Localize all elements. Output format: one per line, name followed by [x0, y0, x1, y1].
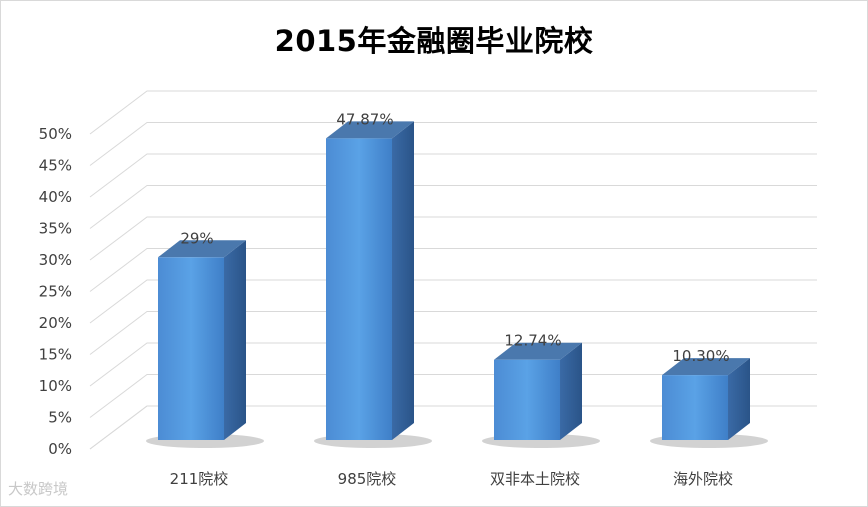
- gridline: [89, 248, 817, 292]
- gridline: [89, 216, 817, 261]
- bar-top-face: [326, 121, 414, 139]
- bar-top-face: [494, 342, 582, 360]
- axis-labels: 0% 5% 10% 15% 20% 25% 30% 35% 40% 45% 50% 211院校 985院…: [39, 125, 733, 488]
- x-category-label: 双非本土院校: [490, 470, 580, 488]
- gridline: [89, 185, 817, 229]
- y-tick-label: 5%: [48, 409, 72, 427]
- bar-top-face: [662, 358, 750, 376]
- chart-title: 2015年金融圈毕业院校: [274, 24, 594, 58]
- y-tick-label: 0%: [48, 440, 72, 458]
- floor-edge: [89, 405, 148, 450]
- y-tick-label: 40%: [39, 188, 72, 206]
- data-label: 29%: [180, 229, 213, 247]
- bar-side-face: [392, 121, 414, 440]
- gridline: [89, 311, 817, 355]
- data-label: 12.74%: [504, 332, 561, 350]
- gridlines: [89, 90, 817, 450]
- x-category-label: 海外院校: [673, 470, 733, 488]
- bar-top-face: [158, 240, 246, 258]
- y-tick-label: 15%: [39, 346, 72, 364]
- gridline: [89, 342, 817, 387]
- bars: [158, 121, 750, 440]
- x-category-label: 985院校: [338, 470, 397, 488]
- data-label: 47.87%: [336, 110, 393, 128]
- gridline: [89, 153, 817, 198]
- y-tick-label: 25%: [39, 283, 72, 301]
- y-tick-label: 20%: [39, 314, 72, 332]
- y-tick-label: 50%: [39, 125, 72, 143]
- bar: [158, 257, 224, 440]
- y-tick-label: 45%: [39, 157, 72, 175]
- y-tick-label: 30%: [39, 251, 72, 269]
- bar: [326, 138, 392, 440]
- bar-side-face: [728, 358, 750, 440]
- y-tick-label: 10%: [39, 377, 72, 395]
- bar-side-face: [224, 240, 246, 440]
- data-label: 10.30%: [672, 347, 729, 365]
- bar: [662, 375, 728, 440]
- bar: [494, 359, 560, 440]
- gridline: [89, 122, 817, 166]
- x-category-label: 211院校: [170, 470, 229, 488]
- gridline: [89, 374, 817, 418]
- watermark-text: 大数跨境: [8, 480, 69, 498]
- bar-side-face: [560, 342, 582, 440]
- y-tick-label: 35%: [39, 220, 72, 238]
- data-labels: 29% 47.87% 12.74% 10.30%: [180, 110, 729, 365]
- gridline: [89, 90, 817, 135]
- gridline: [89, 279, 817, 324]
